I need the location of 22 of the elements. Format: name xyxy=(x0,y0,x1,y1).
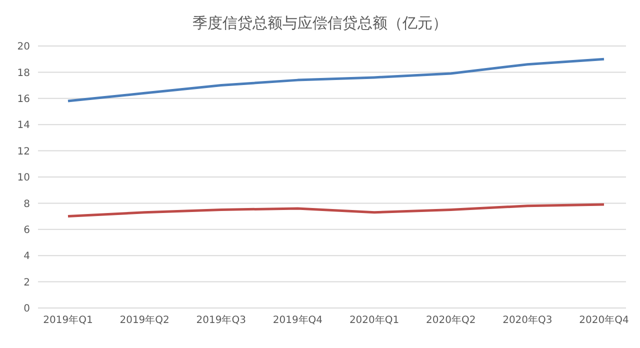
x-tick-label: 2020年Q3 xyxy=(502,314,552,326)
x-tick-label: 2019年Q4 xyxy=(272,314,323,326)
x-tick-label: 2019年Q1 xyxy=(43,314,93,326)
y-tick-label: 4 xyxy=(24,251,30,262)
y-tick-label: 20 xyxy=(17,42,30,53)
y-tick-label: 10 xyxy=(17,172,30,184)
y-tick-label: 8 xyxy=(24,198,30,210)
y-tick-label: 16 xyxy=(17,94,30,105)
x-tick-label: 2020年Q4 xyxy=(579,314,629,326)
y-tick-label: 18 xyxy=(17,68,30,79)
x-tick-label: 2019年Q2 xyxy=(120,314,170,326)
y-tick-label: 2 xyxy=(24,277,30,288)
x-tick-label: 2019年Q3 xyxy=(196,314,246,326)
x-tick-label: 2020年Q2 xyxy=(426,314,476,326)
y-tick-label: 12 xyxy=(17,146,30,158)
y-tick-label: 14 xyxy=(17,120,30,132)
line-series xyxy=(66,203,606,218)
x-tick-label: 2020年Q1 xyxy=(349,314,400,326)
y-tick-label: 6 xyxy=(24,224,30,236)
line-series xyxy=(66,58,606,102)
y-tick-label: 0 xyxy=(24,304,30,315)
chart-title: 季度信贷总额与应偿信贷总额（亿元） xyxy=(192,13,448,34)
